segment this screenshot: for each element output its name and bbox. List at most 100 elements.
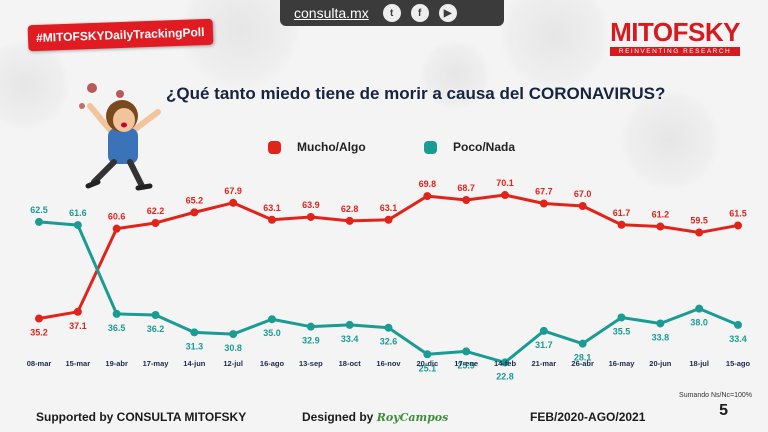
data-point bbox=[229, 330, 238, 339]
facebook-icon[interactable]: f bbox=[410, 4, 429, 22]
data-label: 67.9 bbox=[224, 186, 242, 196]
data-label: 70.1 bbox=[496, 178, 514, 188]
data-label: 63.1 bbox=[380, 203, 398, 213]
data-label: 62.2 bbox=[147, 206, 165, 216]
data-point bbox=[73, 221, 82, 230]
data-point bbox=[695, 304, 704, 313]
x-tick-label: 16-nov bbox=[376, 359, 401, 368]
data-label: 31.7 bbox=[535, 340, 553, 350]
legend-label: Poco/Nada bbox=[453, 140, 516, 154]
data-label: 61.5 bbox=[729, 208, 747, 218]
virus-particle-icon bbox=[116, 90, 124, 98]
data-point bbox=[462, 195, 471, 204]
data-label: 22.8 bbox=[496, 371, 514, 381]
x-tick-label: 18-jul bbox=[689, 359, 709, 368]
data-point bbox=[695, 228, 704, 237]
data-point bbox=[112, 309, 121, 318]
data-point bbox=[384, 323, 393, 332]
series-line-mucho-algo bbox=[38, 193, 739, 321]
x-tick-label: 14-jun bbox=[183, 359, 206, 368]
logo-tagline: REINVENTING RESEARCH bbox=[610, 47, 740, 56]
data-label: 35.2 bbox=[30, 328, 48, 338]
virus-decoration bbox=[420, 40, 490, 110]
data-label: 63.1 bbox=[263, 203, 281, 213]
site-link[interactable]: consulta.mx bbox=[294, 5, 369, 21]
top-bar: consulta.mx t f ▶ bbox=[280, 0, 504, 26]
supported-by: Supported by CONSULTA MITOFSKY bbox=[36, 410, 247, 424]
designed-by-label: Designed by bbox=[302, 410, 374, 424]
x-tick-label: 17-ene bbox=[454, 359, 478, 368]
data-label: 25.9 bbox=[457, 360, 475, 370]
data-label: 60.6 bbox=[108, 212, 126, 222]
data-point bbox=[501, 191, 509, 200]
data-point bbox=[345, 320, 354, 329]
mitofsky-logo: MITOFSKY REINVENTING RESEARCH bbox=[610, 18, 740, 56]
data-point bbox=[578, 202, 587, 210]
data-point bbox=[501, 358, 509, 367]
data-point bbox=[734, 320, 742, 329]
x-tick-label: 14-feb bbox=[494, 359, 517, 368]
data-label: 31.3 bbox=[186, 341, 204, 351]
x-tick-label: 18-oct bbox=[339, 359, 362, 368]
x-tick-label: 20-dic bbox=[416, 359, 438, 368]
data-point bbox=[462, 347, 471, 356]
youtube-icon[interactable]: ▶ bbox=[438, 4, 457, 22]
data-point bbox=[190, 208, 199, 217]
data-label: 36.2 bbox=[147, 324, 165, 334]
data-label: 61.7 bbox=[613, 208, 631, 218]
data-label: 28.1 bbox=[574, 353, 592, 363]
x-tick-label: 26-abr bbox=[571, 359, 594, 368]
legend-item-mucho-algo: Mucho/Algo bbox=[268, 140, 366, 154]
virus-decoration bbox=[620, 90, 720, 190]
virus-decoration bbox=[500, 0, 610, 90]
twitter-icon[interactable]: t bbox=[382, 4, 401, 22]
data-label: 33.4 bbox=[341, 334, 359, 344]
x-tick-label: 19-abr bbox=[105, 359, 128, 368]
data-point bbox=[112, 224, 121, 233]
data-point bbox=[345, 216, 354, 225]
data-point bbox=[268, 315, 276, 324]
data-label: 62.5 bbox=[30, 205, 48, 215]
x-tick-label: 16-may bbox=[609, 359, 636, 368]
data-point bbox=[73, 307, 82, 316]
data-label: 38.0 bbox=[690, 318, 708, 328]
virus-decoration bbox=[0, 40, 70, 130]
data-point bbox=[151, 218, 160, 227]
x-tick-label: 16-ago bbox=[260, 359, 285, 368]
data-label: 63.9 bbox=[302, 200, 320, 210]
data-label: 32.9 bbox=[302, 336, 320, 346]
data-point bbox=[268, 215, 276, 224]
data-label: 32.6 bbox=[380, 337, 398, 347]
data-label: 33.8 bbox=[652, 332, 670, 342]
data-point bbox=[539, 326, 548, 335]
logo-name: MITOFSKY bbox=[610, 17, 740, 47]
data-label: 68.7 bbox=[457, 183, 475, 193]
data-point bbox=[306, 212, 315, 221]
x-tick-label: 13-sep bbox=[299, 359, 323, 368]
data-point bbox=[190, 328, 199, 337]
legend-swatch bbox=[268, 140, 281, 154]
data-point bbox=[384, 215, 393, 224]
virus-particle-icon bbox=[87, 83, 97, 93]
data-label: 59.5 bbox=[690, 216, 708, 226]
data-point bbox=[539, 199, 548, 208]
data-label: 33.4 bbox=[729, 334, 747, 344]
data-point bbox=[423, 192, 432, 201]
virus-particle-icon bbox=[79, 103, 85, 109]
legend-swatch bbox=[424, 140, 437, 154]
data-point bbox=[617, 220, 626, 229]
data-point bbox=[35, 217, 43, 226]
x-tick-label: 20-jun bbox=[649, 359, 672, 368]
chart-title: ¿Qué tanto miedo tiene de morir a causa … bbox=[166, 84, 666, 103]
data-point bbox=[656, 222, 665, 231]
period-label: FEB/2020-AGO/2021 bbox=[530, 410, 646, 424]
data-point bbox=[617, 313, 626, 322]
x-tick-label: 12-jul bbox=[223, 359, 243, 368]
data-label: 67.0 bbox=[574, 189, 592, 199]
data-label: 30.8 bbox=[224, 343, 242, 353]
data-label: 37.1 bbox=[69, 321, 87, 331]
data-label: 62.8 bbox=[341, 204, 359, 214]
data-label: 69.8 bbox=[419, 179, 437, 189]
data-label: 35.5 bbox=[613, 326, 631, 336]
